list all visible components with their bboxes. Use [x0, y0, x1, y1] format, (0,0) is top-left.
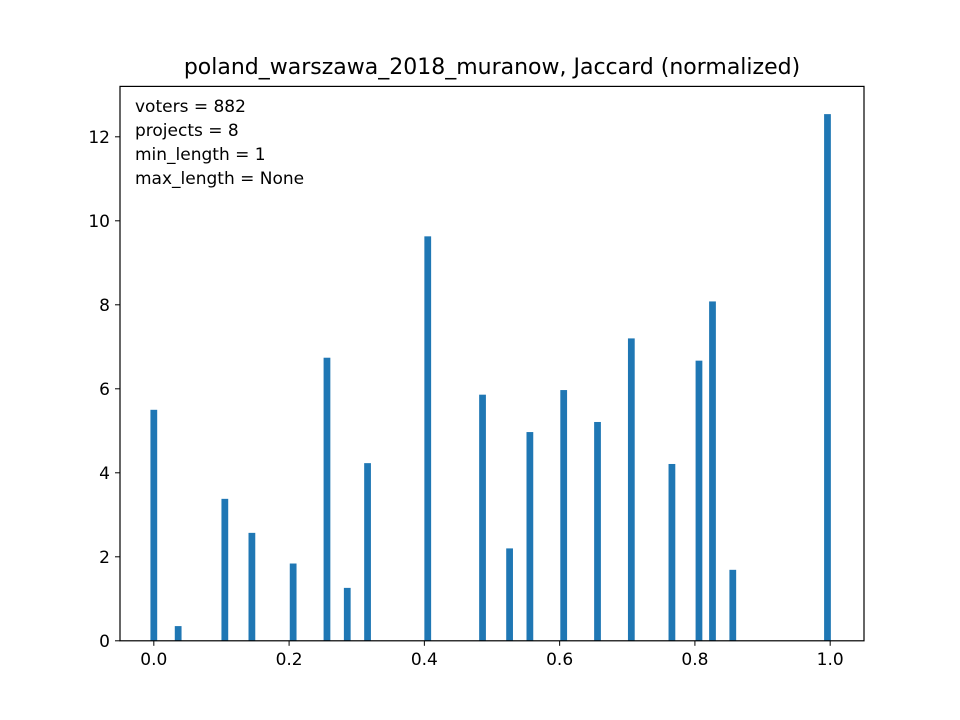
y-axis: 0 2 4 6 8 10 12 [88, 128, 120, 652]
bar-17 [709, 301, 716, 641]
chart-title: poland_warszawa_2018_muranow, Jaccard (n… [184, 55, 800, 80]
bar-3 [248, 532, 256, 641]
y-tick-label-3: 6 [99, 380, 110, 400]
annotation-min-length: min_length = 1 [135, 145, 266, 165]
bar-15 [668, 463, 676, 641]
bar-8 [424, 236, 432, 641]
bar-16 [695, 360, 703, 641]
y-tick-label-0: 0 [99, 632, 110, 652]
x-tick-label-0: 0.0 [140, 650, 167, 670]
x-tick-label-4: 0.8 [681, 650, 708, 670]
bar-9 [479, 394, 486, 641]
bar-12 [560, 390, 568, 641]
bar-0 [150, 409, 158, 641]
bar-2 [221, 498, 229, 641]
bars-group [150, 114, 831, 641]
bar-19 [824, 114, 831, 641]
y-tick-label-5: 10 [88, 212, 110, 232]
x-tick-label-1: 0.2 [276, 650, 303, 670]
annotation-projects: projects = 8 [135, 121, 239, 141]
annotation-max-length: max_length = None [135, 169, 304, 189]
y-tick-label-6: 12 [88, 128, 110, 148]
bar-6 [343, 587, 351, 641]
bar-18 [729, 569, 737, 641]
annotations-group: voters = 882 projects = 8 min_length = 1… [135, 97, 304, 189]
bar-7 [364, 463, 371, 641]
y-tick-label-1: 2 [99, 548, 110, 568]
x-tick-label-3: 0.6 [546, 650, 573, 670]
y-tick-label-2: 4 [99, 464, 110, 484]
x-axis: 0.0 0.2 0.4 0.6 0.8 1.0 [140, 640, 844, 670]
bar-5 [323, 357, 331, 641]
y-tick-label-4: 8 [99, 296, 110, 316]
bar-10 [506, 548, 513, 641]
x-tick-label-2: 0.4 [411, 650, 438, 670]
x-tick-label-5: 1.0 [817, 650, 844, 670]
bar-11 [526, 432, 534, 641]
bar-4 [289, 563, 297, 641]
bar-13 [594, 421, 601, 641]
annotation-voters: voters = 882 [135, 97, 246, 117]
bar-14 [627, 338, 635, 641]
bar-1 [174, 626, 182, 641]
plot-frame [119, 85, 865, 642]
